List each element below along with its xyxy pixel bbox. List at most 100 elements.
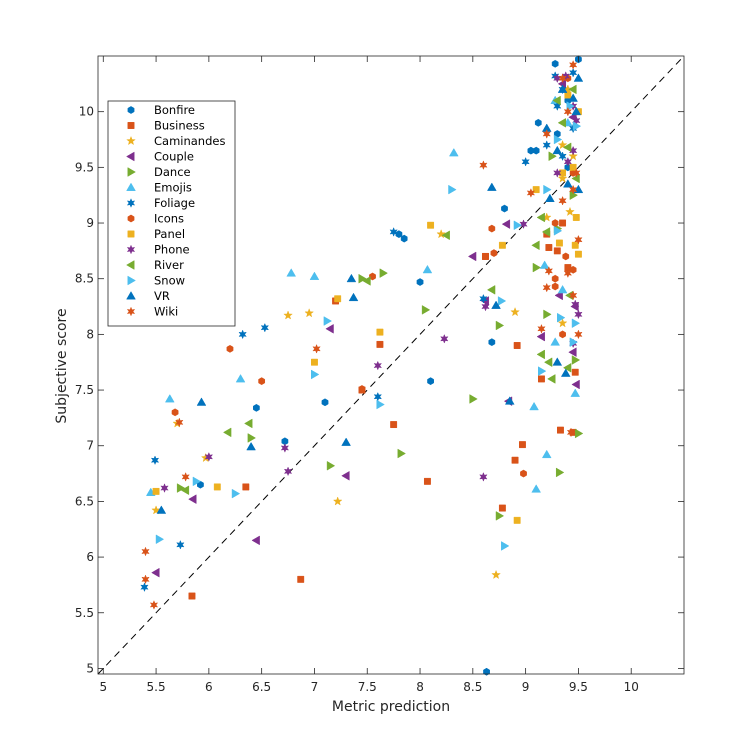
- data-point: [490, 249, 498, 257]
- data-point: [563, 106, 573, 117]
- legend-label: Panel: [154, 227, 185, 241]
- data-point: [244, 418, 253, 429]
- data-point: [569, 163, 577, 171]
- data-point: [358, 385, 366, 393]
- data-point: [571, 368, 579, 376]
- data-point: [536, 331, 545, 342]
- data-point: [488, 224, 496, 233]
- data-point: [488, 338, 496, 347]
- data-point: [151, 505, 161, 515]
- data-point: [286, 268, 297, 277]
- legend-marker: [126, 306, 136, 317]
- legend-marker: [126, 291, 136, 300]
- data-point: [334, 295, 342, 303]
- data-point: [543, 184, 552, 195]
- legend-label: Business: [154, 119, 205, 133]
- data-point: [552, 95, 561, 106]
- data-point: [141, 546, 150, 557]
- data-point: [571, 379, 580, 390]
- data-point: [204, 451, 214, 462]
- data-point: [557, 84, 568, 93]
- data-point: [553, 134, 563, 145]
- data-point: [544, 266, 554, 276]
- data-point: [572, 168, 581, 178]
- legend-marker: [126, 198, 136, 208]
- data-point: [562, 142, 572, 153]
- legend-label: Dance: [154, 165, 191, 179]
- data-point: [448, 184, 457, 195]
- data-point: [557, 426, 564, 434]
- data-point: [346, 273, 357, 283]
- data-point: [541, 227, 551, 237]
- data-point: [568, 151, 579, 161]
- legend-marker: [126, 135, 136, 146]
- legend-marker: [127, 230, 135, 238]
- data-point: [568, 67, 578, 78]
- series-caminandes: [151, 84, 579, 580]
- data-point: [536, 349, 545, 360]
- data-point: [479, 293, 488, 304]
- data-point: [543, 357, 553, 368]
- legend-marker: [127, 106, 135, 114]
- y-tick-label: 5.5: [75, 606, 94, 620]
- data-point: [574, 309, 583, 320]
- data-point: [213, 483, 221, 491]
- legend-marker: [126, 244, 136, 255]
- data-point: [483, 667, 490, 676]
- data-point: [553, 73, 562, 84]
- data-point: [562, 252, 570, 261]
- data-point: [569, 337, 579, 348]
- data-point: [568, 347, 577, 358]
- data-point: [547, 374, 556, 384]
- data-point: [251, 535, 260, 546]
- data-point: [469, 394, 478, 404]
- data-point: [558, 151, 567, 162]
- series-couple: [151, 79, 580, 578]
- data-point: [283, 466, 293, 477]
- data-point: [309, 271, 320, 280]
- data-point: [571, 241, 579, 249]
- data-point: [280, 443, 290, 453]
- data-point: [553, 225, 563, 236]
- legend-label: Emojis: [154, 181, 192, 195]
- data-point: [574, 234, 583, 245]
- x-axis-label: Metric prediction: [332, 699, 450, 715]
- data-point: [501, 204, 508, 213]
- data-point: [538, 375, 545, 383]
- data-point: [379, 268, 388, 278]
- data-point: [550, 337, 561, 346]
- legend-marker: [126, 182, 136, 191]
- y-tick-label: 8: [86, 327, 94, 341]
- data-point: [568, 60, 578, 70]
- series-emojis: [145, 95, 581, 496]
- data-point: [311, 369, 320, 380]
- data-point: [568, 184, 578, 195]
- data-point: [246, 441, 256, 451]
- data-point: [222, 427, 232, 438]
- data-point: [376, 340, 384, 348]
- data-point: [555, 467, 565, 478]
- data-point: [570, 388, 581, 397]
- data-point: [574, 428, 584, 439]
- data-point: [557, 117, 567, 128]
- data-point: [440, 333, 449, 344]
- data-point: [553, 247, 561, 255]
- legend-box: [107, 100, 236, 327]
- data-point: [491, 569, 501, 580]
- data-point: [552, 145, 563, 155]
- data-point: [376, 399, 385, 410]
- data-point: [562, 362, 572, 373]
- legend-label: Wiki: [154, 305, 178, 319]
- data-point: [557, 139, 568, 150]
- data-point: [390, 421, 398, 429]
- data-point: [180, 485, 190, 496]
- x-tick-label: 6: [205, 680, 213, 694]
- data-point: [571, 355, 581, 365]
- data-point: [513, 342, 521, 349]
- data-point: [531, 484, 542, 493]
- data-point: [574, 250, 582, 258]
- data-point: [574, 329, 583, 340]
- data-point: [568, 93, 578, 102]
- data-point: [571, 318, 581, 329]
